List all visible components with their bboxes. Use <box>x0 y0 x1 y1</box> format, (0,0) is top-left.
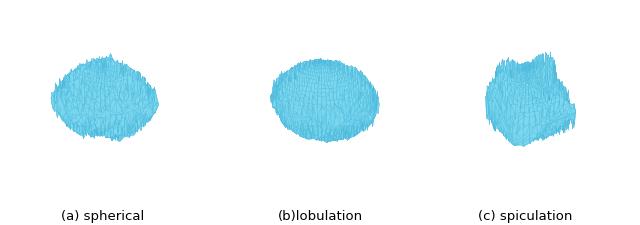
Text: (a) spherical: (a) spherical <box>61 209 144 222</box>
Text: (c) spiculation: (c) spiculation <box>477 209 572 223</box>
Text: (b)lobulation: (b)lobulation <box>277 209 363 223</box>
